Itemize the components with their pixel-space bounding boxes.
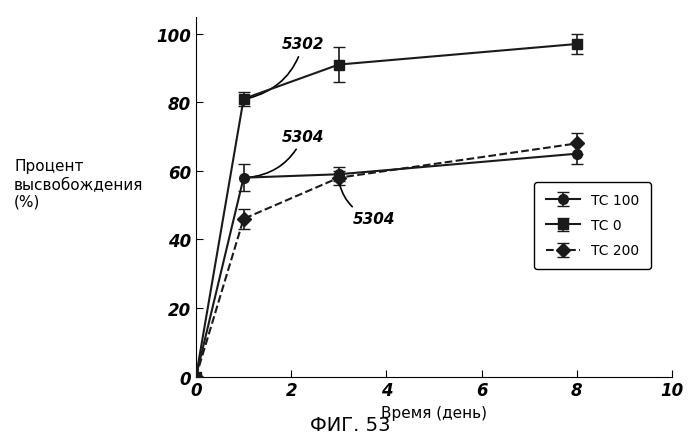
Legend: TC 100, TC 0, TC 200: TC 100, TC 0, TC 200 (535, 183, 651, 269)
Text: 5302: 5302 (248, 37, 324, 99)
X-axis label: Время (день): Время (день) (381, 405, 487, 420)
Text: ФИГ. 53: ФИГ. 53 (309, 415, 391, 434)
Text: 5304: 5304 (248, 130, 324, 178)
Text: Процент
высвобождения
(%): Процент высвобождения (%) (14, 159, 144, 209)
Text: 5304: 5304 (340, 184, 396, 227)
